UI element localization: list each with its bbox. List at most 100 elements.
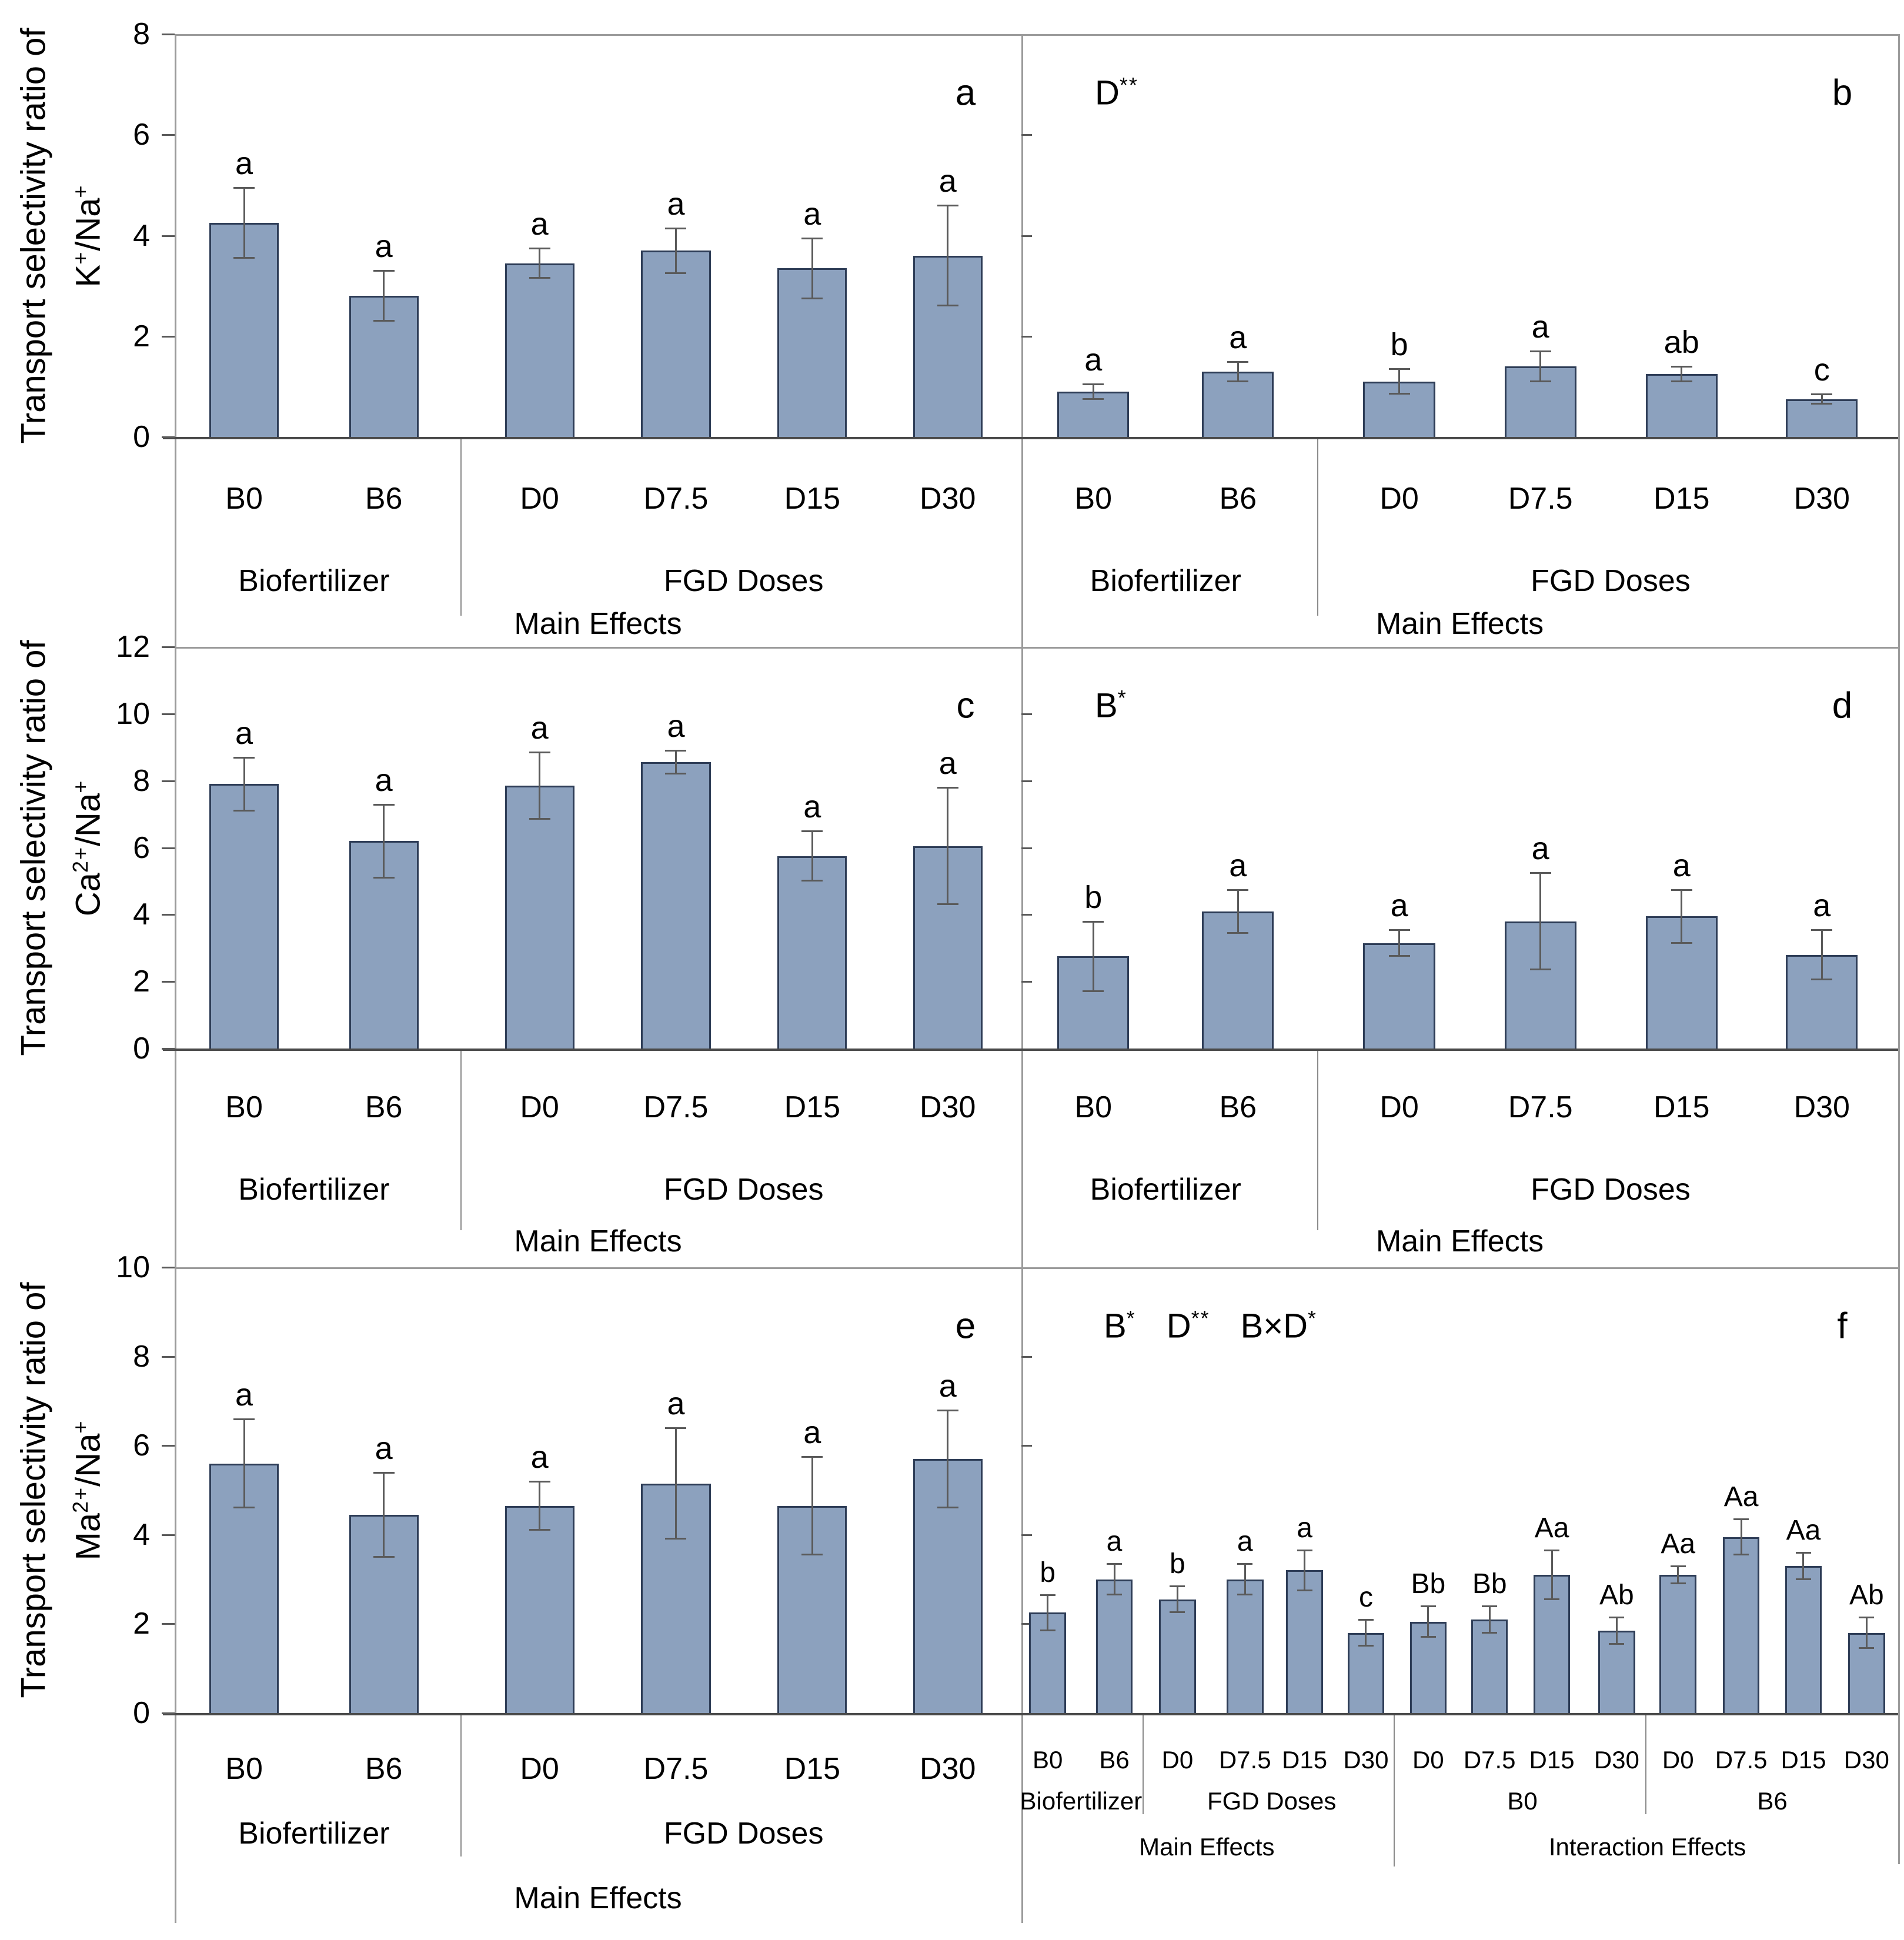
error-bar-cap-bottom (665, 1538, 687, 1540)
error-bar-cap-bottom (1529, 380, 1551, 382)
error-bar-cap-bottom (1358, 1645, 1374, 1647)
error-bar-cap-top (1859, 1617, 1875, 1619)
panel-letter: b (1832, 72, 1853, 113)
y-tick-mark (162, 436, 175, 438)
y-tick-mark (162, 1445, 175, 1447)
error-bar-cap-bottom (1040, 1629, 1055, 1631)
x-axis-line (163, 1049, 1898, 1051)
error-bar-cap-top (1358, 1618, 1374, 1621)
error-bar-cap-bottom (1237, 1594, 1253, 1596)
y-tick-label: 2 (133, 1607, 150, 1641)
error-bar (1304, 1550, 1306, 1591)
x-tick-label: D7.5 (1508, 482, 1573, 516)
y-axis-formula: Ma2+/Na+ (68, 1420, 108, 1561)
significance-letter: a (1390, 887, 1408, 923)
error-bar-cap-bottom (665, 773, 687, 775)
bar (1202, 911, 1274, 1049)
y-tick-mark (162, 34, 175, 35)
error-bar-cap-top (1107, 1563, 1123, 1565)
error-bar-cap-top (1544, 1550, 1560, 1552)
error-bar (1821, 394, 1823, 405)
panel-letter: a (955, 72, 976, 113)
y-tick-mark (162, 1048, 175, 1050)
bar (777, 856, 847, 1049)
y-tick-mark (1021, 134, 1032, 136)
error-bar-cap-top (937, 1409, 958, 1411)
error-bar-cap-top (937, 205, 958, 207)
panel-frame-line (175, 1267, 1898, 1269)
error-bar (1615, 1617, 1618, 1644)
error-bar (1113, 1564, 1115, 1595)
panel-letter: c (956, 685, 975, 726)
significance-letter: a (1106, 1526, 1123, 1558)
x-tick-label: D7.5 (643, 1090, 709, 1124)
error-bar-cap-top (233, 1418, 255, 1420)
significance-letter: c (1813, 352, 1830, 388)
bar (1786, 399, 1858, 437)
error-bar-cap-top (1170, 1585, 1185, 1587)
error-bar-cap-top (1297, 1550, 1312, 1552)
y-tick-mark (1021, 1623, 1032, 1625)
bar (505, 263, 574, 437)
panel-frame-line (175, 34, 1898, 36)
bar (1095, 1579, 1133, 1713)
error-bar (1821, 929, 1823, 980)
error-bar-cap-top (801, 237, 823, 239)
error-bar-cap-top (665, 227, 687, 229)
x-tick-label: D15 (1781, 1746, 1826, 1774)
error-bar (811, 1457, 813, 1555)
error-bar-cap-bottom (233, 1507, 255, 1509)
x-tick-label: B6 (1219, 1090, 1257, 1124)
significance-letter: Aa (1534, 1512, 1569, 1544)
error-bar-cap-top (1083, 383, 1104, 386)
y-tick-mark (162, 914, 175, 916)
x-tick-label: D7.5 (1508, 1090, 1573, 1124)
error-bar-cap-top (1670, 1565, 1686, 1567)
significance-letter: a (938, 163, 957, 199)
significance-letter: a (1531, 309, 1549, 345)
error-bar-cap-bottom (1420, 1636, 1436, 1638)
y-tick-mark (1021, 1445, 1032, 1447)
error-bar-cap-bottom (373, 320, 395, 322)
error-bar (1092, 384, 1094, 399)
error-bar (1865, 1617, 1868, 1649)
significance-letter: a (938, 1368, 957, 1404)
significance-letter: a (938, 746, 957, 782)
x-tick-label: D15 (1654, 1090, 1710, 1124)
error-bar-cap-top (1388, 929, 1410, 931)
y-tick-label: 6 (133, 830, 150, 865)
group-label: FGD Doses (663, 1173, 824, 1207)
significance-letter: a (1084, 342, 1103, 378)
error-bar-cap-top (1227, 889, 1249, 891)
error-bar-cap-top (1420, 1605, 1436, 1608)
error-bar-cap-bottom (1544, 1598, 1560, 1600)
error-bar (539, 1481, 541, 1531)
x-axis-line (163, 1713, 1898, 1715)
group-label: Biofertilizer (1020, 1787, 1143, 1815)
significance-letter: a (235, 715, 253, 751)
x-tick-label: D15 (784, 1752, 841, 1786)
y-tick-mark (1021, 914, 1032, 916)
x-tick-label: D0 (1662, 1746, 1694, 1774)
group-label: FGD Doses (1207, 1787, 1337, 1815)
significance-letter: a (803, 789, 821, 825)
error-bar (1539, 351, 1542, 382)
x-tick-label: B6 (1099, 1746, 1130, 1774)
error-bar-cap-top (529, 752, 550, 754)
error-bar-cap-bottom (665, 272, 687, 274)
significance-letter: a (667, 709, 685, 744)
group-divider-line (460, 1715, 462, 1856)
error-bar-cap-top (801, 830, 823, 833)
x-tick-label: B0 (225, 1752, 263, 1786)
error-bar-cap-bottom (1733, 1553, 1749, 1555)
error-bar-cap-bottom (1811, 403, 1833, 405)
group-label: FGD Doses (663, 1817, 824, 1851)
error-bar-cap-bottom (1671, 941, 1692, 944)
group-label: Biofertilizer (1090, 1173, 1241, 1207)
error-bar (947, 1410, 949, 1508)
y-tick-mark (1021, 981, 1032, 983)
axis-title: Main Effects (1375, 607, 1544, 641)
x-tick-label: D0 (520, 482, 559, 516)
significance-letter: Ab (1599, 1580, 1634, 1611)
